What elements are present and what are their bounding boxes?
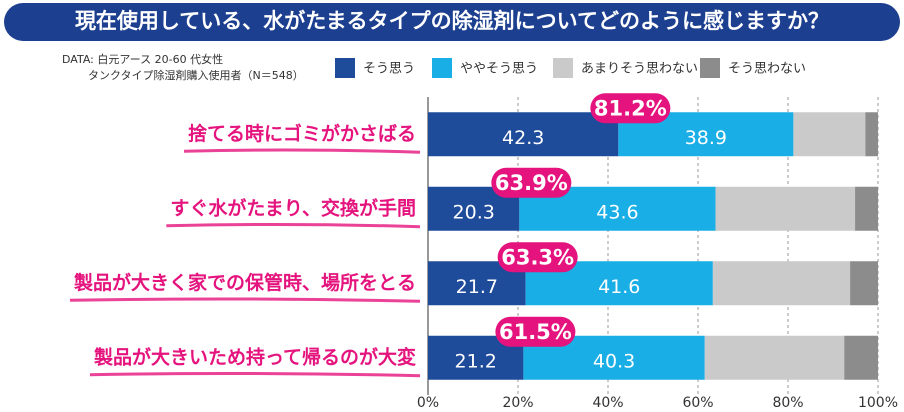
total-label: 63.3% — [501, 245, 574, 269]
bar-value-label: 21.7 — [456, 276, 498, 298]
total-label: 61.5% — [499, 320, 572, 344]
bar-segment — [793, 112, 866, 157]
bar-value-label: 43.6 — [596, 201, 638, 223]
title-banner — [4, 3, 900, 41]
legend-label: ややそう思う — [460, 62, 538, 77]
category-label: すぐ水がたまり、交換が手間 — [170, 196, 416, 219]
legend-label: そう思わない — [728, 62, 806, 77]
legend-swatch — [432, 58, 452, 78]
total-badge — [590, 93, 671, 124]
bar-segment — [704, 335, 845, 380]
source-note: DATA: 白元アース 20-60 代女性 — [62, 52, 223, 66]
bar-segment — [865, 112, 878, 157]
legend-label: そう思う — [363, 62, 415, 77]
x-tick-label: 80% — [772, 395, 803, 411]
label-underline — [89, 371, 421, 378]
total-label: 63.9% — [495, 171, 568, 195]
bar-segment — [715, 186, 856, 231]
legend-label: あまりそう思わない — [581, 62, 698, 77]
x-tick-label: 20% — [502, 395, 533, 411]
total-badge — [491, 167, 572, 198]
bar-segment — [855, 186, 878, 231]
bar-value-label: 21.2 — [455, 350, 497, 372]
bar-value-label: 38.9 — [685, 127, 727, 149]
category-label: 製品が大きいため持って帰るのが大変 — [93, 345, 416, 368]
bar-value-label: 20.3 — [453, 201, 495, 223]
total-badge — [495, 316, 576, 347]
x-tick-label: 60% — [682, 395, 713, 411]
bar-value-label: 41.6 — [598, 276, 640, 298]
category-label: 捨てる時にゴミがかさばる — [188, 122, 416, 145]
x-tick-label: 40% — [592, 395, 623, 411]
total-label: 81.2% — [594, 96, 667, 120]
label-underline — [69, 297, 421, 303]
label-underline — [166, 222, 421, 229]
total-badge — [497, 242, 578, 273]
legend-swatch — [700, 58, 720, 78]
category-label: 製品が大きく家での保管時、場所をとる — [73, 271, 416, 294]
label-underline — [183, 148, 421, 154]
x-tick-label: 100% — [858, 395, 898, 411]
x-tick-label: 0% — [417, 395, 439, 411]
legend-swatch — [335, 58, 355, 78]
source-note: タンクタイプ除湿剤購入使用者（N＝548） — [88, 68, 304, 82]
bar-segment — [712, 261, 851, 306]
chart-title: 現在使用している、水がたまるタイプの除湿剤についてどのように感じますか？ — [75, 9, 829, 33]
bar-value-label: 42.3 — [502, 127, 544, 149]
bar-segment — [428, 112, 619, 157]
bar-value-label: 40.3 — [593, 350, 635, 372]
bar-segment — [844, 335, 878, 380]
legend-swatch — [553, 58, 573, 78]
bar-segment — [850, 261, 878, 306]
